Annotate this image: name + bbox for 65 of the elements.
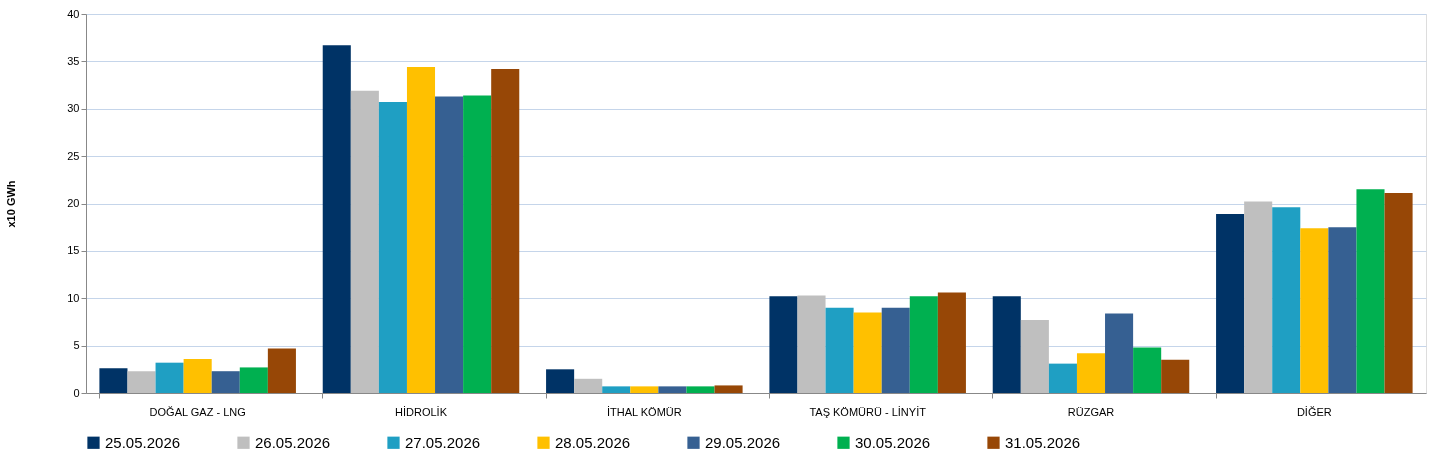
bar bbox=[714, 385, 743, 393]
x-tick-label: DOĞAL GAZ - LNG bbox=[149, 405, 246, 418]
bar bbox=[881, 307, 910, 393]
bar bbox=[825, 307, 854, 393]
x-tick-label: HİDROLİK bbox=[395, 405, 448, 418]
bar bbox=[127, 371, 156, 393]
bar bbox=[1105, 313, 1134, 393]
bar bbox=[267, 348, 296, 393]
bar bbox=[992, 296, 1021, 393]
bar bbox=[1272, 207, 1301, 393]
y-tick-label: 0 bbox=[73, 386, 80, 399]
x-tick-label: İTHAL KÖMÜR bbox=[606, 405, 682, 418]
bar bbox=[602, 386, 631, 393]
bar bbox=[1300, 228, 1329, 393]
y-tick-label: 30 bbox=[67, 102, 80, 115]
legend-label: 28.05.2026 bbox=[555, 433, 631, 451]
y-tick-label: 25 bbox=[67, 149, 80, 162]
bar bbox=[1244, 201, 1273, 393]
y-tick-label: 40 bbox=[67, 7, 80, 20]
bar bbox=[350, 90, 379, 393]
bar bbox=[853, 312, 882, 393]
bar bbox=[1133, 347, 1162, 393]
bar bbox=[769, 296, 798, 393]
bar bbox=[183, 358, 212, 393]
y-axis-title: x10 GWh bbox=[5, 180, 18, 228]
bar bbox=[937, 292, 966, 393]
bar bbox=[1076, 353, 1106, 393]
y-tick-label: 20 bbox=[67, 197, 80, 209]
bar bbox=[686, 386, 715, 393]
bar bbox=[630, 386, 659, 393]
legend-label: 29.05.2026 bbox=[705, 433, 781, 451]
legend-label: 30.05.2026 bbox=[855, 433, 931, 451]
bar bbox=[1216, 213, 1245, 393]
bar bbox=[406, 67, 436, 393]
bar bbox=[1356, 189, 1385, 393]
x-tick-label: TAŞ KÖMÜRÜ - LİNYİT bbox=[809, 405, 927, 418]
bar bbox=[658, 386, 687, 393]
bar bbox=[909, 296, 938, 393]
bar bbox=[797, 295, 826, 393]
bar bbox=[1384, 193, 1413, 393]
legend-label: 27.05.2026 bbox=[405, 433, 481, 451]
bar bbox=[546, 369, 575, 393]
y-tick-label: 10 bbox=[67, 291, 80, 304]
x-tick-label: DİĞER bbox=[1296, 405, 1332, 418]
x-tick-label: RÜZGAR bbox=[1067, 405, 1115, 418]
y-tick-label: 5 bbox=[73, 339, 80, 352]
bar bbox=[574, 378, 603, 393]
bar bbox=[1048, 363, 1077, 393]
bar bbox=[155, 362, 184, 393]
bar bbox=[435, 96, 464, 393]
bar bbox=[491, 68, 520, 393]
bar bbox=[378, 102, 407, 393]
legend-label: 31.05.2026 bbox=[1005, 433, 1081, 451]
y-tick-label: 15 bbox=[67, 244, 80, 257]
bar bbox=[211, 371, 240, 393]
y-tick-label: 35 bbox=[67, 54, 80, 67]
bar bbox=[1328, 227, 1357, 393]
bar bbox=[239, 367, 268, 393]
bar bbox=[463, 95, 492, 393]
bar bbox=[99, 368, 128, 393]
bar bbox=[1161, 359, 1190, 393]
legend-label: 26.05.2026 bbox=[255, 433, 331, 451]
legend-label: 25.05.2026 bbox=[105, 433, 181, 451]
bar bbox=[1020, 320, 1049, 393]
bar bbox=[322, 45, 351, 393]
